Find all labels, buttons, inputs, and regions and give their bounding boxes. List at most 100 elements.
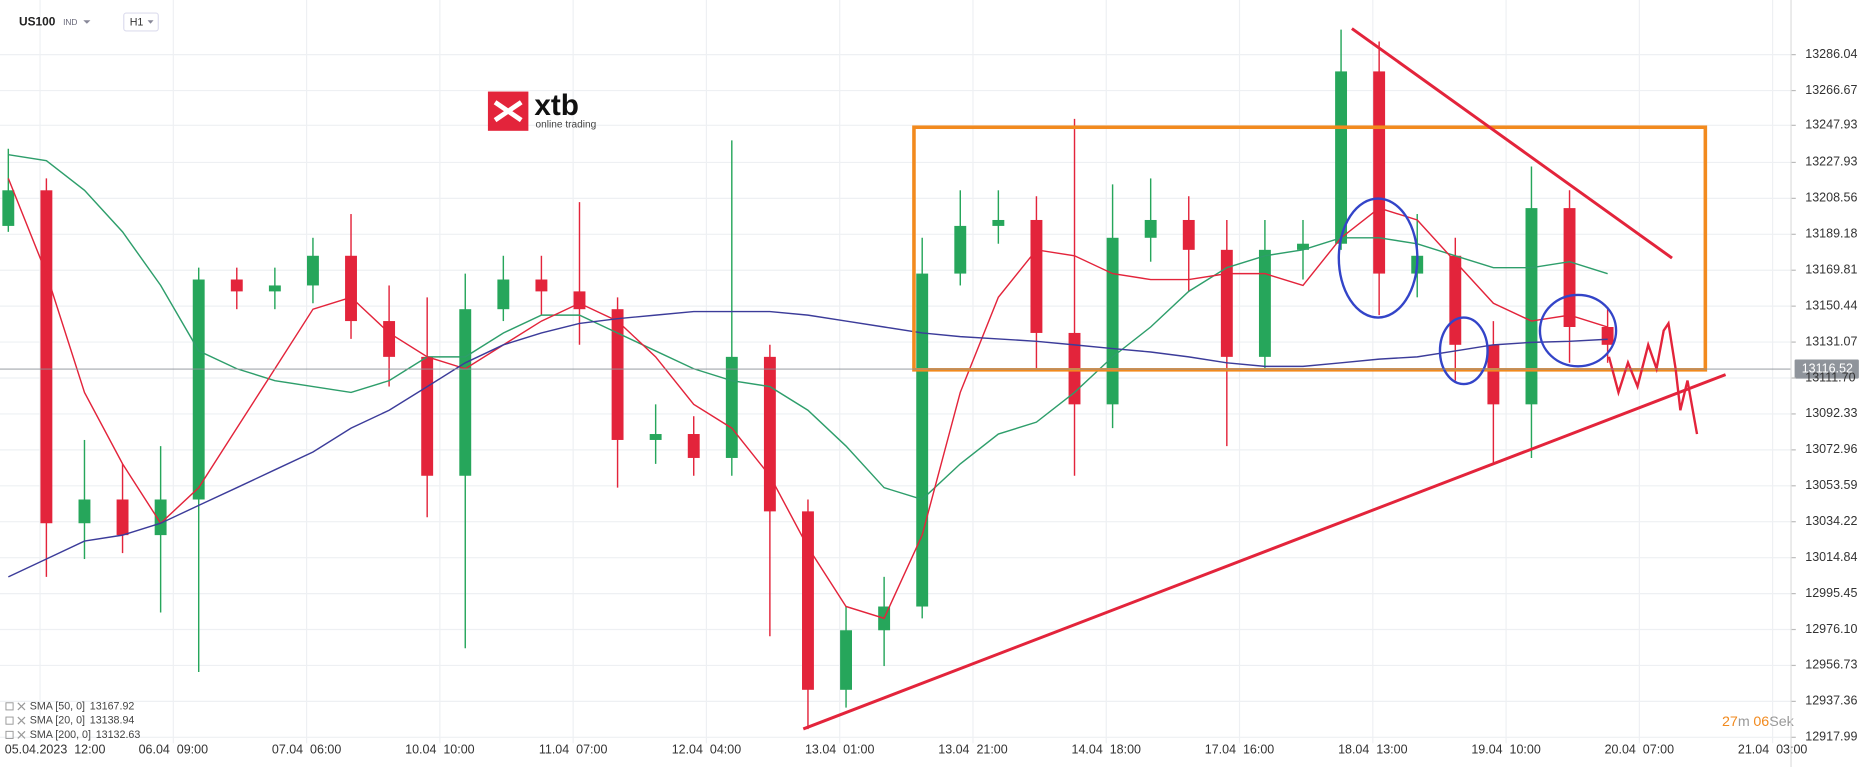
countdown-minutes: 27 bbox=[1722, 714, 1738, 730]
x-tick-label: 13.04 01:00 bbox=[805, 743, 875, 757]
candle-body bbox=[1449, 255, 1462, 345]
x-tick-label: 06.04 09:00 bbox=[139, 743, 209, 757]
candle-body bbox=[573, 291, 586, 310]
legend-value: 13167.92 bbox=[90, 700, 135, 712]
candle-body bbox=[192, 279, 205, 500]
y-tick-label: 13131.07 bbox=[1805, 334, 1857, 348]
candle-body bbox=[78, 499, 91, 524]
candle-body bbox=[611, 309, 624, 440]
candle-body bbox=[40, 190, 53, 524]
x-tick-label: 10.04 10:00 bbox=[405, 743, 475, 757]
candle-body bbox=[916, 273, 929, 607]
countdown-unit: m bbox=[1738, 714, 1750, 730]
y-tick-label: 12995.45 bbox=[1805, 586, 1857, 600]
y-tick-label: 12917.99 bbox=[1805, 730, 1857, 744]
candle-body bbox=[725, 356, 738, 458]
trend-line-down bbox=[1351, 27, 1673, 260]
x-tick-label: 18.04 13:00 bbox=[1338, 743, 1408, 757]
y-tick-label: 12976.10 bbox=[1805, 622, 1857, 636]
legend-text: SMA [200, 0] 13132.63 bbox=[30, 729, 141, 741]
x-tick-label: 07.04 06:00 bbox=[272, 743, 342, 757]
legend-name: SMA [50, 0] bbox=[30, 700, 85, 712]
circle-annotation bbox=[1438, 316, 1489, 386]
y-tick-label: 13227.93 bbox=[1805, 155, 1857, 169]
y-tick-label: 13266.67 bbox=[1805, 83, 1857, 97]
grid bbox=[0, 0, 1792, 744]
candle-body bbox=[1525, 208, 1538, 405]
x-tick-label: 13.04 21:00 bbox=[938, 743, 1008, 757]
countdown-seconds: 06 bbox=[1753, 714, 1769, 730]
countdown: 27m 06Sek bbox=[1722, 714, 1795, 730]
candle-body bbox=[1335, 71, 1348, 244]
legend-icon bbox=[5, 702, 14, 711]
x-tick-label: 12.04 04:00 bbox=[672, 743, 742, 757]
y-tick-label: 13189.18 bbox=[1805, 227, 1857, 241]
countdown-unit: Sek bbox=[1769, 714, 1794, 730]
dropdown-icon[interactable] bbox=[83, 20, 91, 24]
candle-body bbox=[1601, 327, 1614, 345]
axes: 13286.04 13266.67 13247.93 13227.93 13208.56… bbox=[5, 0, 1857, 767]
y-tick-label: 13072.96 bbox=[1805, 442, 1857, 456]
candle-body bbox=[268, 285, 281, 292]
current-price-label: 13116.52 bbox=[1802, 361, 1853, 375]
candle-body bbox=[992, 219, 1005, 226]
candle-body bbox=[802, 511, 814, 690]
candle-body bbox=[459, 309, 472, 476]
x-tick-label: 21.04 03:00 bbox=[1738, 743, 1808, 757]
candle-body bbox=[2, 190, 15, 226]
candle-body bbox=[421, 356, 434, 476]
candle-body bbox=[1373, 71, 1386, 274]
logo-name: xtb bbox=[534, 89, 579, 122]
legend-name: SMA [20, 0] bbox=[30, 714, 85, 726]
current-price: 13116.52 bbox=[0, 359, 1859, 379]
legend-icon bbox=[5, 716, 14, 725]
y-tick-label: 12937.36 bbox=[1805, 694, 1857, 708]
candle-body bbox=[1297, 243, 1309, 250]
candle-body bbox=[1563, 208, 1576, 328]
x-tick-label: 05.04.2023 12:00 bbox=[5, 743, 106, 757]
legend: SMA [50, 0] 13167.92 SMA [20, 0] 13138.94 SM… bbox=[5, 700, 141, 741]
candle-body bbox=[1106, 237, 1119, 405]
candle-body bbox=[687, 434, 700, 458]
candle-body bbox=[230, 279, 243, 292]
sma-line bbox=[8, 310, 1608, 578]
candle-body bbox=[535, 279, 548, 292]
current-price-box bbox=[1794, 359, 1859, 379]
logo: xtb online trading bbox=[487, 89, 596, 131]
candle-body bbox=[306, 255, 319, 286]
candle-body bbox=[1182, 219, 1195, 250]
candle-body bbox=[383, 321, 396, 357]
y-tick-label: 13247.93 bbox=[1805, 118, 1857, 132]
y-tick-label: 12956.73 bbox=[1805, 658, 1857, 672]
annotations bbox=[802, 27, 1727, 731]
interval-select[interactable] bbox=[123, 12, 159, 32]
candle-body bbox=[1487, 344, 1500, 405]
y-tick-label: 13111.70 bbox=[1805, 370, 1855, 384]
candle-body bbox=[954, 225, 967, 274]
legend-close bbox=[17, 716, 26, 725]
legend-icon bbox=[5, 730, 14, 739]
candle-body bbox=[497, 279, 510, 310]
y-tick-label: 13092.33 bbox=[1805, 406, 1857, 420]
market: IND bbox=[63, 17, 77, 27]
candle-body bbox=[1258, 249, 1271, 357]
x-tick-label: 20.04 07:00 bbox=[1605, 743, 1675, 757]
trend-line-up bbox=[802, 373, 1727, 731]
y-tick-label: 13286.04 bbox=[1805, 47, 1857, 61]
candle-body bbox=[763, 356, 776, 512]
y-tick-label: 13034.22 bbox=[1805, 514, 1857, 528]
candle-body bbox=[1030, 219, 1043, 333]
x-tick-label: 11.04 07:00 bbox=[539, 743, 608, 757]
circle-annotation bbox=[1337, 197, 1419, 319]
circle-annotation bbox=[1538, 293, 1618, 368]
legend-value: 13138.94 bbox=[90, 714, 135, 726]
candle-body bbox=[1144, 219, 1157, 238]
interval: H1 bbox=[130, 16, 144, 28]
x-tick-label: 17.04 16:00 bbox=[1205, 743, 1275, 757]
dropdown-icon bbox=[147, 20, 154, 24]
x-tick-label: 14.04 18:00 bbox=[1072, 743, 1142, 757]
y-tick-label: 13014.84 bbox=[1805, 550, 1857, 564]
